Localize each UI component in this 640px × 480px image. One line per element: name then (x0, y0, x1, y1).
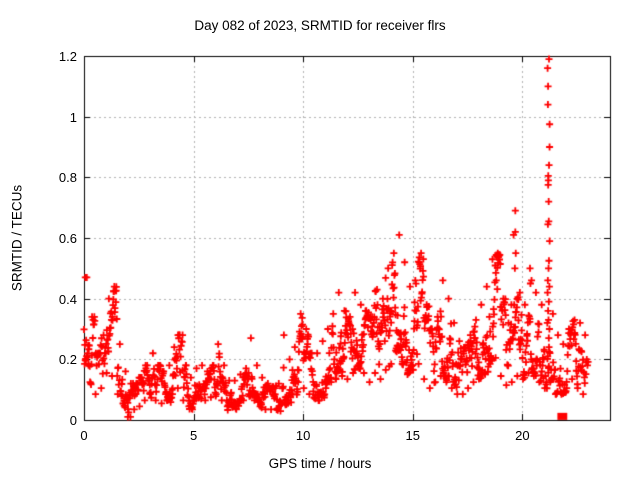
y-tick-label: 1 (69, 109, 77, 125)
x-tick-label: 0 (80, 428, 88, 443)
y-tick-label: 0.8 (58, 170, 77, 186)
y-tick-label: 0.4 (58, 291, 77, 307)
x-tick-label: 10 (295, 428, 311, 443)
x-tick-label: 15 (405, 428, 420, 443)
y-tick-label: 1.2 (58, 49, 77, 64)
y-tick-label: 0 (69, 413, 77, 428)
x-axis-label: GPS time / hours (268, 456, 372, 471)
x-tick-label: 5 (189, 428, 198, 443)
y-tick-label: 0.2 (58, 352, 77, 368)
chart-title: Day 082 of 2023, SRMTID for receiver flr… (194, 18, 446, 33)
y-tick-label: 0.6 (58, 231, 77, 246)
x-tick-label: 20 (515, 428, 530, 443)
